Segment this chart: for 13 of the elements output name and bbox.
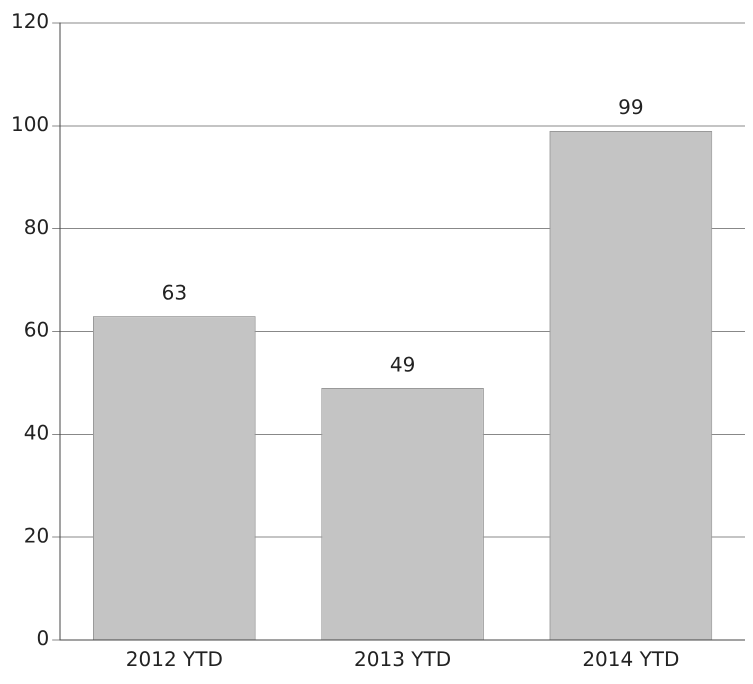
y-tick-label: 20 [24,523,50,548]
data-label: 63 [162,280,188,304]
y-tick-label: 80 [24,214,50,239]
data-label: 49 [390,352,416,376]
x-tick-label: 2014 YTD [582,647,680,672]
x-tick-label: 2013 YTD [354,647,452,672]
y-tick-label: 120 [10,9,50,34]
data-label: 99 [618,95,644,120]
y-tick-label: 60 [24,318,50,342]
y-tick-label: 0 [36,626,50,650]
y-tick-label: 100 [10,112,50,136]
x-tick-label: 2012 YTD [126,647,223,672]
y-tick-label: 40 [24,420,50,445]
